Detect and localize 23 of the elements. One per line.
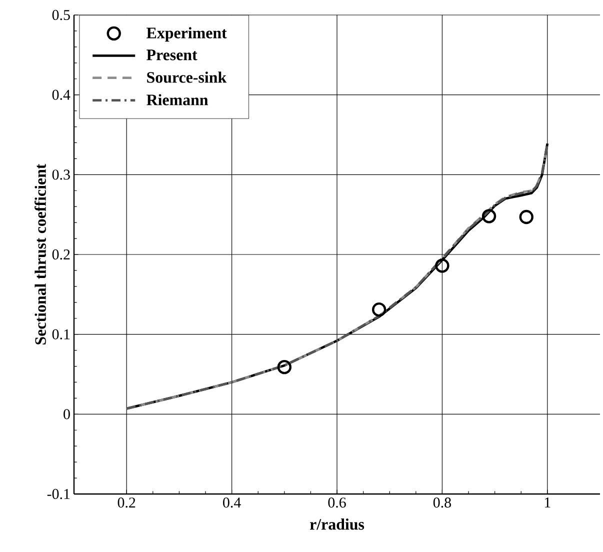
point: [519, 210, 534, 224]
y-tick-label: 0.4: [52, 90, 70, 100]
x-tick-label: 0.6: [328, 498, 346, 508]
x-axis-title: r/radius: [310, 518, 364, 530]
x-tick-label: 0.2: [118, 498, 136, 508]
point: [435, 258, 450, 273]
y-tick-label: 0.5: [52, 10, 70, 20]
x-tick-label: 1: [544, 498, 550, 508]
y-tick-label: 0.3: [52, 170, 70, 180]
y-axis-title: Sectional thrust coefficient: [34, 164, 46, 344]
point: [277, 360, 292, 374]
legend-label: Riemann: [146, 94, 208, 106]
y-tick-label: 0: [64, 409, 70, 420]
y-tick-label: 0.2: [52, 249, 70, 260]
x-tick-label: 0.4: [223, 498, 241, 508]
legend-label: Present: [146, 50, 198, 60]
legend-label: Experiment: [146, 27, 227, 42]
y-tick-label: -0.1: [47, 488, 70, 500]
y-tick-label: 0.1: [52, 329, 70, 340]
point: [482, 209, 496, 224]
x-tick-label: 0.8: [433, 498, 451, 508]
legend-label: Source-sink: [147, 72, 227, 83]
point: [372, 302, 386, 317]
